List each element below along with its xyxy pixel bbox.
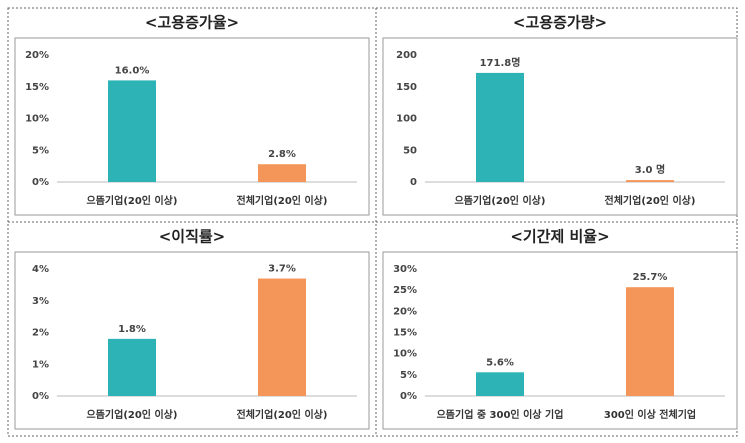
y-tick-label: 1% [32, 359, 49, 370]
x-tick-label: 전체기업(20인 이상) [605, 194, 696, 207]
y-tick-label: 5% [400, 370, 417, 381]
x-tick-label: 으뜸기업 중 300인 이상 기업 [437, 408, 564, 421]
y-tick-label: 15% [25, 82, 49, 93]
y-tick-label: 25% [393, 285, 417, 296]
y-tick-label: 15% [393, 328, 417, 339]
bar [626, 287, 674, 396]
x-tick-label: 300인 이상 전체기업 [604, 408, 696, 421]
y-tick-label: 10% [393, 349, 417, 360]
value-label: 25.7% [633, 272, 668, 283]
x-tick-label: 전체기업(20인 이상) [237, 194, 328, 207]
x-tick-label: 전체기업(20인 이상) [237, 408, 328, 421]
value-label: 3.7% [268, 264, 296, 275]
chart-box [14, 251, 370, 430]
bar [258, 278, 306, 396]
y-tick-label: 150 [396, 82, 417, 93]
x-tick-label: 으뜸기업(20인 이상) [87, 408, 178, 421]
bar [108, 338, 156, 396]
y-tick-label: 2% [32, 328, 49, 339]
value-label: 2.8% [268, 149, 296, 160]
y-tick-label: 30% [393, 264, 417, 275]
y-tick-label: 200 [396, 50, 417, 61]
chart-title: <이직률> [159, 228, 226, 246]
bar [476, 372, 524, 396]
y-tick-label: 20% [25, 50, 49, 61]
bar [108, 80, 156, 182]
bar [626, 180, 674, 182]
y-tick-label: 20% [393, 306, 417, 317]
y-tick-label: 100 [396, 114, 417, 125]
bar [258, 164, 306, 182]
x-tick-label: 으뜸기업(20인 이상) [87, 194, 178, 207]
y-tick-label: 50 [403, 145, 417, 156]
bar [476, 72, 524, 182]
chart-box [382, 251, 738, 430]
y-tick-label: 0% [32, 177, 49, 188]
value-label: 1.8% [118, 324, 146, 335]
y-tick-label: 0% [32, 391, 49, 402]
chart-box [382, 37, 738, 216]
x-tick-label: 으뜸기업(20인 이상) [455, 194, 546, 207]
y-tick-label: 4% [32, 264, 49, 275]
y-tick-label: 5% [32, 145, 49, 156]
chart-title: <기간제 비율> [510, 228, 609, 246]
value-label: 16.0% [115, 65, 150, 76]
y-tick-label: 10% [25, 114, 49, 125]
y-tick-label: 0 [410, 177, 417, 188]
chart-title: <고용증가율> [145, 14, 239, 32]
chart-title: <고용증가량> [513, 14, 607, 32]
value-label: 5.6% [486, 357, 514, 368]
value-label: 3.0 명 [635, 163, 665, 176]
y-tick-label: 3% [32, 296, 49, 307]
value-label: 171.8명 [480, 56, 521, 69]
chart-box [14, 37, 370, 216]
y-tick-label: 0% [400, 391, 417, 402]
